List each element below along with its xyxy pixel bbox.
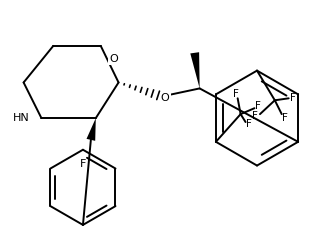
Text: F: F	[255, 101, 261, 111]
Text: O: O	[161, 93, 169, 103]
Text: F: F	[252, 111, 258, 121]
Text: HN: HN	[13, 113, 30, 123]
Text: F: F	[80, 159, 86, 169]
Polygon shape	[190, 52, 200, 88]
Text: O: O	[109, 54, 118, 64]
Text: F: F	[246, 119, 251, 129]
Polygon shape	[87, 118, 96, 141]
Text: F: F	[233, 89, 239, 99]
Text: F: F	[282, 113, 288, 123]
Text: F: F	[290, 93, 296, 103]
